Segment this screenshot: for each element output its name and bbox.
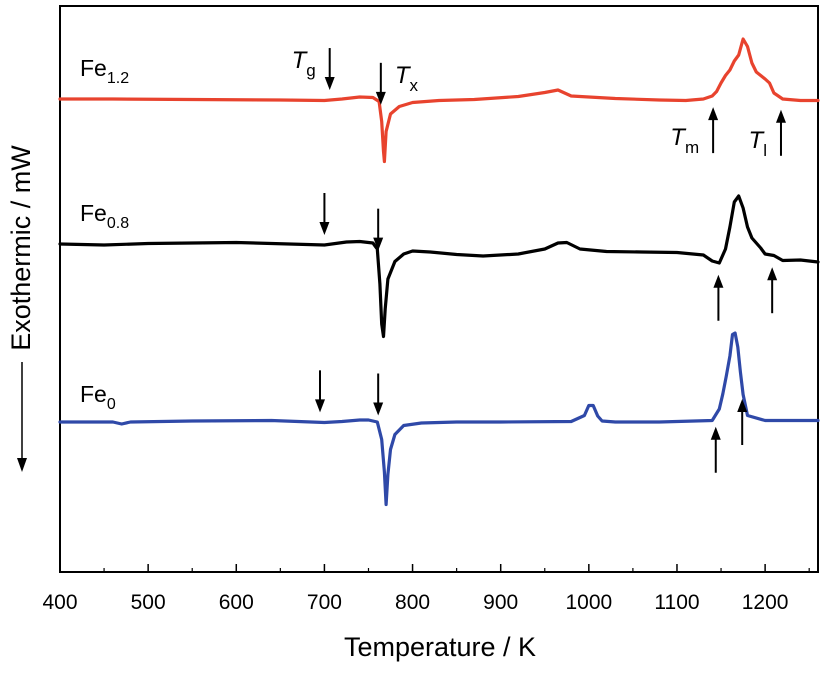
marker-arrowhead — [319, 222, 330, 235]
x-tick-label-600: 600 — [219, 591, 254, 614]
x-tick-label-500: 500 — [131, 591, 166, 614]
y-axis-title: Exothermic / mW — [6, 145, 36, 351]
transition-marker-10 — [710, 426, 721, 473]
series-label-fe-0-8: Fe0.8 — [80, 200, 129, 232]
marker-label-tl: Tl — [749, 127, 767, 160]
transition-marker-8 — [315, 370, 326, 413]
series-labels: Fe1.2 Fe0.8 Fe0 — [80, 55, 129, 413]
marker-arrowhead — [324, 77, 335, 91]
series-label-fe-0: Fe0 — [80, 381, 116, 413]
marker-arrowhead — [373, 402, 384, 416]
x-tick-label-400: 400 — [42, 591, 77, 614]
marker-arrowhead — [315, 399, 326, 413]
transition-marker-5 — [373, 208, 384, 251]
series-label-fe-1-2: Fe1.2 — [80, 55, 129, 87]
x-axis-title: Temperature / K — [344, 632, 536, 662]
y-axis-direction-arrowhead — [17, 458, 27, 472]
x-tick-label-700: 700 — [307, 591, 342, 614]
marker-arrowhead — [373, 237, 384, 251]
transition-marker-6 — [713, 274, 724, 321]
markers: Tg Tx Tm Tl — [292, 47, 786, 473]
transition-marker-0: Tg — [292, 47, 335, 91]
series-line-fe-0 — [58, 331, 820, 507]
marker-label-tg: Tg — [292, 47, 316, 80]
transition-marker-9 — [373, 373, 384, 416]
marker-arrowhead — [767, 267, 778, 281]
transition-marker-3: Tl — [749, 109, 786, 160]
transition-marker-7 — [767, 267, 778, 314]
x-tick-label-800: 800 — [395, 591, 430, 614]
x-tick-label-900: 900 — [483, 591, 518, 614]
x-tick-label-1000: 1000 — [565, 591, 612, 614]
marker-arrowhead — [710, 426, 721, 440]
transition-marker-1: Tx — [375, 62, 419, 105]
transition-marker-4 — [319, 193, 330, 235]
marker-label-tm: Tm — [670, 124, 699, 157]
marker-arrowhead — [775, 109, 786, 123]
x-tick-label-1200: 1200 — [742, 591, 789, 614]
series-line-fe-0-8 — [58, 194, 820, 339]
curves — [58, 37, 820, 507]
series-line-fe-1-2 — [58, 37, 820, 164]
marker-arrowhead — [713, 274, 724, 288]
x-axis: 400 500 600 700 800 900 1000 1100 1200 — [42, 564, 810, 614]
marker-arrowhead — [375, 91, 386, 105]
plot-frame — [59, 5, 819, 573]
transition-marker-2: Tm — [670, 107, 719, 157]
transition-marker-11 — [737, 399, 748, 445]
marker-arrowhead — [708, 107, 719, 121]
x-tick-label-1100: 1100 — [654, 591, 699, 614]
marker-arrowhead — [737, 399, 748, 412]
marker-label-tx: Tx — [395, 62, 419, 95]
